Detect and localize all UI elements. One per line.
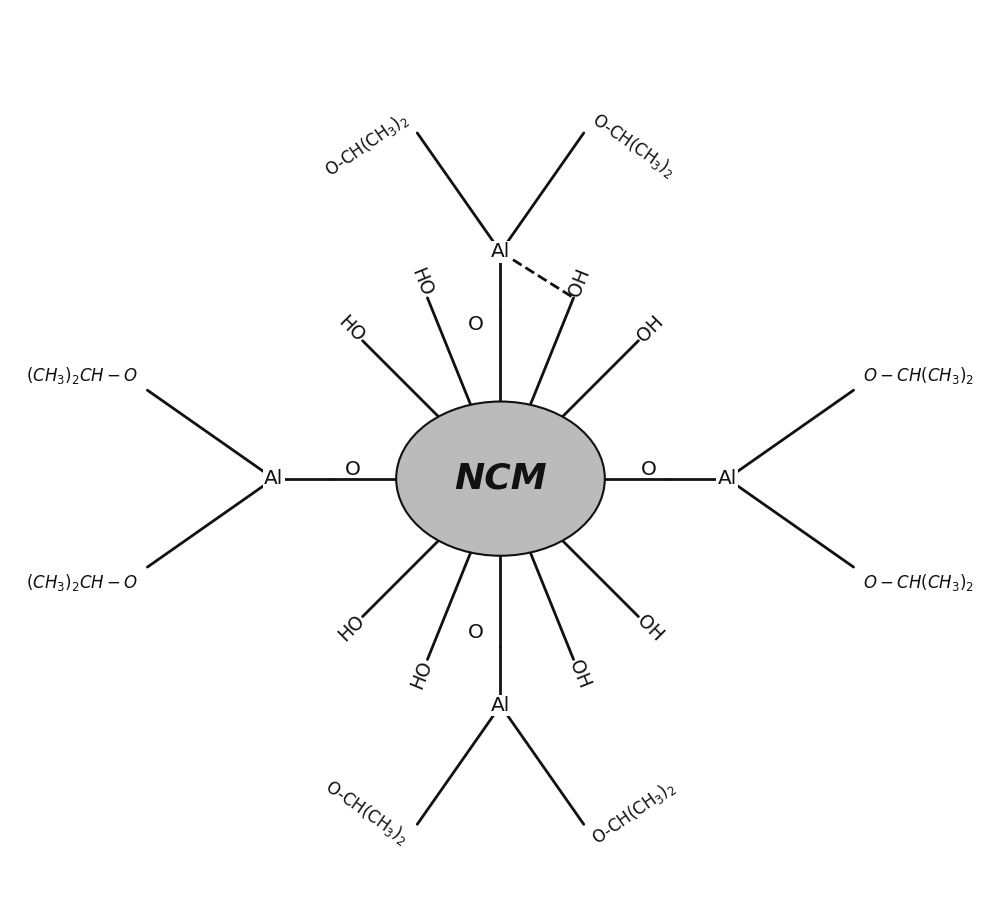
Text: OH: OH (633, 612, 667, 645)
Text: OH: OH (565, 658, 594, 692)
Text: $(CH_3)_2CH-O$: $(CH_3)_2CH-O$ (26, 365, 138, 386)
Text: O-CH(CH$_3$)$_2$: O-CH(CH$_3$)$_2$ (588, 109, 680, 181)
Text: Al: Al (718, 469, 737, 488)
Text: HO: HO (407, 658, 436, 692)
Text: O: O (468, 624, 484, 642)
Text: $O-CH(CH_3)_2$: $O-CH(CH_3)_2$ (863, 365, 974, 386)
Text: O-CH(CH$_3$)$_2$: O-CH(CH$_3$)$_2$ (321, 776, 413, 849)
Text: HO: HO (334, 312, 368, 346)
Text: $(CH_3)_2CH-O$: $(CH_3)_2CH-O$ (26, 572, 138, 592)
Text: O: O (640, 460, 656, 479)
Text: OH: OH (565, 266, 594, 299)
Text: O: O (468, 315, 484, 334)
Text: NCM: NCM (454, 461, 547, 495)
Text: HO: HO (334, 612, 368, 645)
Text: O-CH(CH$_3$)$_2$: O-CH(CH$_3$)$_2$ (321, 109, 413, 181)
Text: HO: HO (407, 266, 436, 299)
Text: Al: Al (264, 469, 283, 488)
Ellipse shape (396, 402, 605, 555)
Text: OH: OH (633, 312, 667, 346)
Text: O-CH(CH$_3$)$_2$: O-CH(CH$_3$)$_2$ (588, 776, 680, 849)
Text: $O-CH(CH_3)_2$: $O-CH(CH_3)_2$ (863, 572, 974, 592)
Text: O: O (345, 460, 361, 479)
Text: Al: Al (491, 696, 510, 715)
Text: Al: Al (491, 242, 510, 262)
